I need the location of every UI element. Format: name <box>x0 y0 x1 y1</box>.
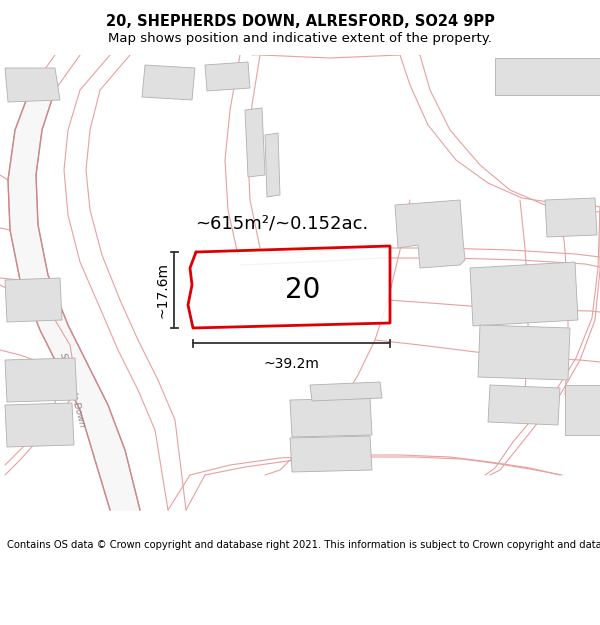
Text: ~39.2m: ~39.2m <box>263 357 319 371</box>
Polygon shape <box>395 200 465 268</box>
Text: ~615m²/~0.152ac.: ~615m²/~0.152ac. <box>195 214 368 232</box>
Polygon shape <box>5 358 77 402</box>
Polygon shape <box>565 385 600 435</box>
Polygon shape <box>142 65 195 100</box>
Polygon shape <box>265 133 280 197</box>
Polygon shape <box>245 108 265 177</box>
Polygon shape <box>495 58 600 95</box>
Polygon shape <box>205 62 250 91</box>
Text: Contains OS data © Crown copyright and database right 2021. This information is : Contains OS data © Crown copyright and d… <box>7 540 600 550</box>
Polygon shape <box>470 262 578 326</box>
Polygon shape <box>5 68 60 102</box>
Polygon shape <box>545 198 597 237</box>
Polygon shape <box>310 382 382 401</box>
Polygon shape <box>188 246 390 328</box>
Text: ~17.6m: ~17.6m <box>155 262 169 318</box>
Polygon shape <box>5 403 74 447</box>
Text: Shepherds Down: Shepherds Down <box>58 352 86 428</box>
Text: 20: 20 <box>286 276 320 304</box>
Polygon shape <box>290 398 372 437</box>
Polygon shape <box>290 436 372 472</box>
Polygon shape <box>488 385 560 425</box>
Text: 20, SHEPHERDS DOWN, ALRESFORD, SO24 9PP: 20, SHEPHERDS DOWN, ALRESFORD, SO24 9PP <box>106 14 494 29</box>
Polygon shape <box>478 325 570 380</box>
Polygon shape <box>8 90 140 510</box>
Text: Map shows position and indicative extent of the property.: Map shows position and indicative extent… <box>108 32 492 45</box>
Polygon shape <box>5 278 62 322</box>
